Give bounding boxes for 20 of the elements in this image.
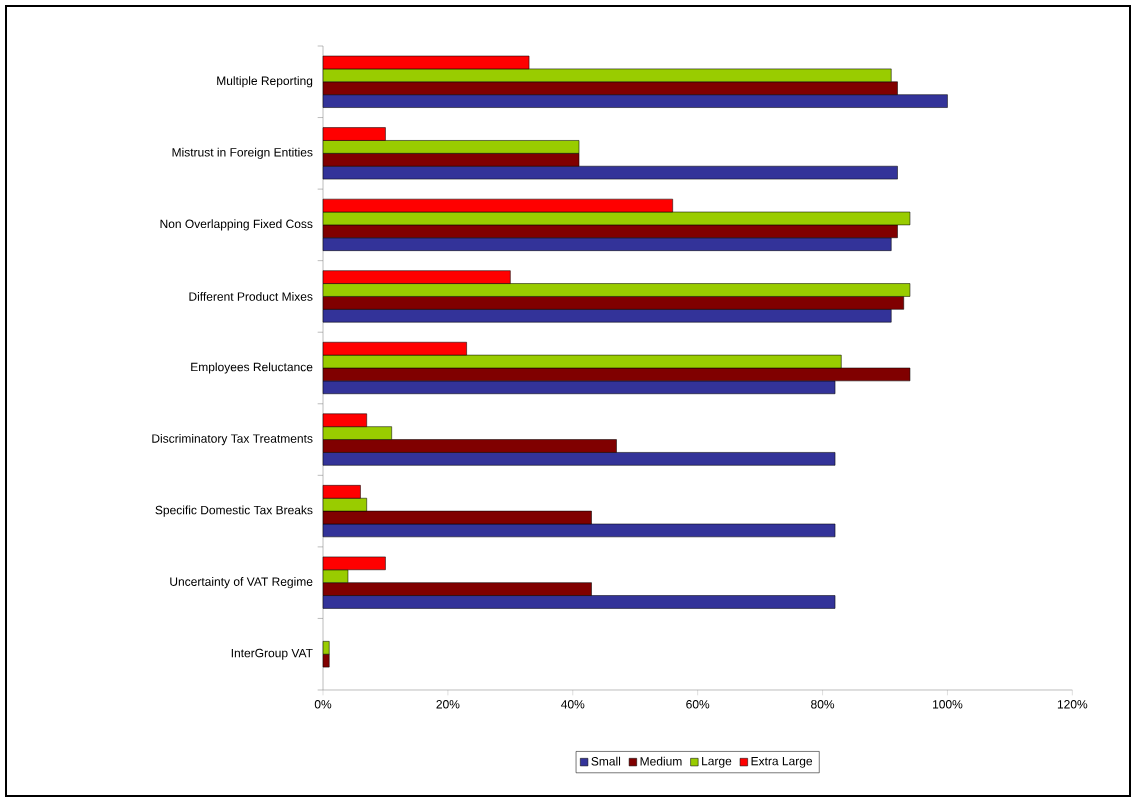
x-tick-label: 0%: [314, 700, 332, 709]
y-tick-label: Non Overlapping Fixed Coss: [160, 219, 313, 231]
y-tick-label: Different Product Mixes: [189, 292, 313, 301]
x-tick-label: 40%: [561, 700, 585, 709]
y-tick-label: Multiple Reporting: [217, 76, 313, 88]
y-tick-label: Discriminatory Tax Treatments: [152, 433, 313, 446]
x-tick-label: 100%: [933, 700, 963, 709]
y-tick-label: Mistrust in Foreign Entities: [172, 147, 313, 159]
legend-label: Extra Large: [751, 756, 813, 768]
y-tick-label: Employees Reluctance: [191, 362, 313, 374]
x-tick-label: 80%: [811, 700, 835, 709]
y-tick-label: Specific Domestic Tax Breaks: [155, 505, 313, 517]
x-tick-label: 60%: [686, 700, 710, 709]
legend-label: Medium: [640, 756, 682, 766]
y-tick-label: InterGroup VAT: [231, 648, 313, 660]
legend-label: Small: [591, 756, 621, 766]
x-tick-label: 20%: [436, 700, 460, 709]
x-tick-label: 120%: [1057, 700, 1088, 709]
y-tick-label: Uncertainty of VAT Regime: [170, 577, 313, 589]
legend-label: Large: [702, 756, 732, 768]
